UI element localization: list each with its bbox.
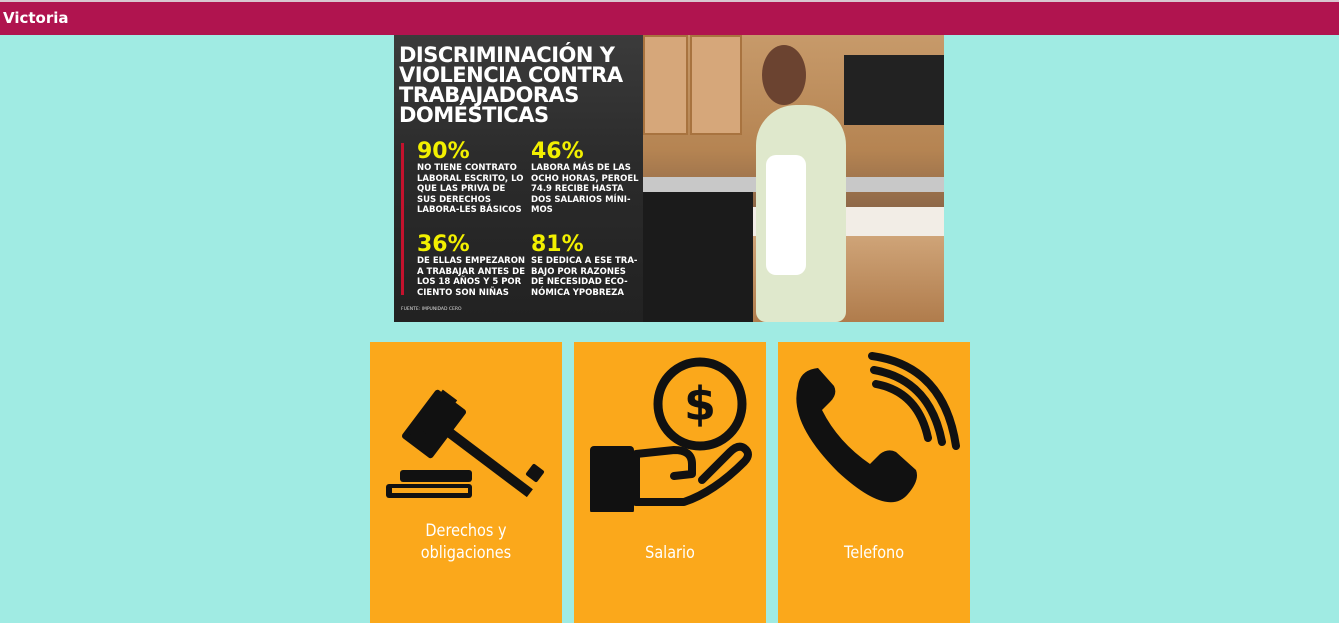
stat-percent: 46%	[531, 139, 584, 164]
tile-label: Derechos y	[425, 521, 507, 541]
tile-derechos-obligaciones[interactable]: Derechos y obligaciones	[370, 342, 562, 623]
gavel-icon	[386, 389, 545, 498]
infographic-panel	[394, 35, 643, 322]
stove	[643, 192, 753, 322]
tile-label: Salario	[645, 543, 695, 563]
money-hand-icon: $	[590, 357, 752, 512]
stat-block: 81% SE DEDICA A ESE TRA-BAJO POR RAZONES…	[531, 234, 641, 298]
stat-text: NO TIENE CONTRATO LABORAL ESCRITO, LO QU…	[417, 163, 524, 215]
tile-salario[interactable]: $ Salario	[574, 342, 766, 623]
stat-block: 36% DE ELLAS EMPEZARON A TRABAJAR ANTES …	[417, 234, 527, 298]
svg-text:$: $	[684, 377, 716, 431]
tile-label: obligaciones	[420, 543, 512, 563]
kitchen-cabinet	[643, 35, 688, 135]
stat-percent: 36%	[417, 232, 470, 257]
kitchen-cabinet	[690, 35, 742, 135]
source-note: FUENTE: IMPUNIDAD CERO	[401, 307, 462, 312]
app-title: Victoria	[3, 9, 69, 27]
stat-text: LABORA MÁS DE LAS OCHO HORAS, PEROEL 74.…	[531, 163, 639, 215]
stat-block: 90% NO TIENE CONTRATO LABORAL ESCRITO, L…	[417, 141, 527, 216]
stat-text: DE ELLAS EMPEZARON A TRABAJAR ANTES DE L…	[417, 256, 526, 298]
stat-block: 46% LABORA MÁS DE LAS OCHO HORAS, PEROEL…	[531, 141, 641, 216]
worker-head	[762, 45, 806, 105]
phone-icon	[796, 352, 960, 503]
tile-telefono[interactable]: Telefono	[778, 342, 970, 623]
infographic-title: DISCRIMINACIÓN Y VIOLENCIA CONTRA TRABAJ…	[399, 43, 623, 127]
worker-apron	[766, 155, 806, 275]
accent-bar	[401, 143, 404, 295]
stat-percent: 90%	[417, 139, 470, 164]
microwave-oven	[844, 55, 944, 125]
tile-label: Telefono	[843, 543, 905, 563]
stat-text: SE DEDICA A ESE TRA-BAJO POR RAZONES DE …	[531, 256, 638, 298]
stat-percent: 81%	[531, 232, 584, 257]
app-title-bar: Victoria	[0, 0, 1339, 35]
infographic-banner: DISCRIMINACIÓN Y VIOLENCIA CONTRA TRABAJ…	[394, 35, 944, 322]
